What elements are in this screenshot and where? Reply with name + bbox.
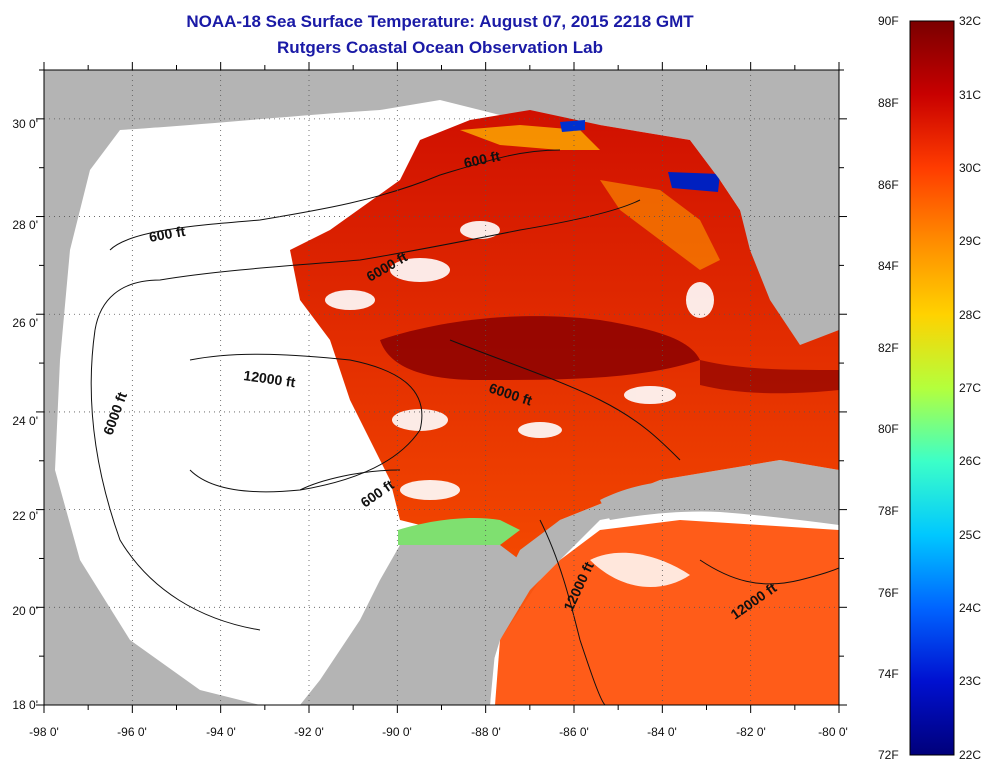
colorbar-label-c: 31C: [959, 88, 982, 102]
lon-label: -98 0': [29, 725, 59, 739]
contour-label-600-north: 600 ft: [148, 223, 187, 245]
colorbar-label-c: 23C: [959, 674, 982, 688]
axis-ticks: [36, 62, 847, 713]
sst-caribbean-cloud: [590, 552, 690, 587]
lat-label: 22 0': [12, 509, 38, 523]
colorbar-label-c: 22C: [959, 748, 982, 762]
contour-label-600-ne: 600 ft: [462, 148, 501, 171]
colorbar-label-f: 88F: [878, 96, 899, 110]
sst-yucatan-upwelling: [398, 518, 520, 547]
colorbar-label-c: 28C: [959, 308, 982, 322]
lon-label: -96 0': [117, 725, 147, 739]
colorbar-label-f: 78F: [878, 504, 899, 518]
lat-label: 24 0': [12, 414, 38, 428]
colorbar-label-c: 30C: [959, 161, 982, 175]
sst-shelf-cool-east: [600, 180, 720, 270]
map-subtitle: Rutgers Coastal Ocean Observation Lab: [277, 38, 603, 57]
lon-axis-labels: -98 0' -96 0' -94 0' -92 0' -90 0' -88 0…: [29, 725, 848, 739]
lon-label: -92 0': [294, 725, 324, 739]
lon-label: -86 0': [559, 725, 589, 739]
lon-label: -80 0': [818, 725, 848, 739]
sst-warm-band: [700, 360, 839, 394]
colorbar-label-f: 80F: [878, 422, 899, 436]
colorbar-label-f: 74F: [878, 667, 899, 681]
colorbar-label-c: 26C: [959, 454, 982, 468]
lat-label: 28 0': [12, 218, 38, 232]
lat-label: 30 0': [12, 117, 38, 131]
colorbar-label-f: 90F: [878, 14, 899, 28]
graticule: [44, 70, 839, 705]
lat-label: 18 0': [12, 698, 38, 712]
lon-label: -82 0': [736, 725, 766, 739]
sst-cold-patch-2: [560, 120, 585, 132]
lat-axis-labels: 30 0' 28 0' 26 0' 24 0' 22 0' 20 0' 18 0…: [12, 117, 38, 712]
contour-label-12000-center: 12000 ft: [243, 367, 297, 390]
sst-cold-patch: [668, 172, 720, 192]
colorbar-label-c: 29C: [959, 234, 982, 248]
colorbar-label-c: 24C: [959, 601, 982, 615]
colorbar-label-f: 72F: [878, 748, 899, 762]
sst-warm-core: [380, 316, 700, 380]
lon-label: -84 0': [647, 725, 677, 739]
lon-label: -90 0': [382, 725, 412, 739]
colorbar-label-c: 25C: [959, 528, 982, 542]
colorbar-label-c: 27C: [959, 381, 982, 395]
colorbar-label-f: 76F: [878, 586, 899, 600]
colorbar: [909, 20, 955, 756]
colorbar-label-f: 86F: [878, 178, 899, 192]
florida-land: [680, 70, 839, 345]
cloud-patches: [325, 221, 714, 500]
lat-label: 26 0': [12, 316, 38, 330]
cuba-land: [600, 480, 839, 525]
colorbar-label-c: 32C: [959, 14, 982, 28]
bathymetry-contours: [90, 149, 839, 705]
colorbar-label-f: 84F: [878, 259, 899, 273]
colorbar-label-f: 82F: [878, 341, 899, 355]
map-title: NOAA-18 Sea Surface Temperature: August …: [186, 12, 694, 31]
lon-label: -94 0': [206, 725, 236, 739]
lon-label: -88 0': [471, 725, 501, 739]
yucatan-land: [300, 545, 520, 705]
sst-caribbean: [495, 520, 839, 705]
lat-label: 20 0': [12, 604, 38, 618]
